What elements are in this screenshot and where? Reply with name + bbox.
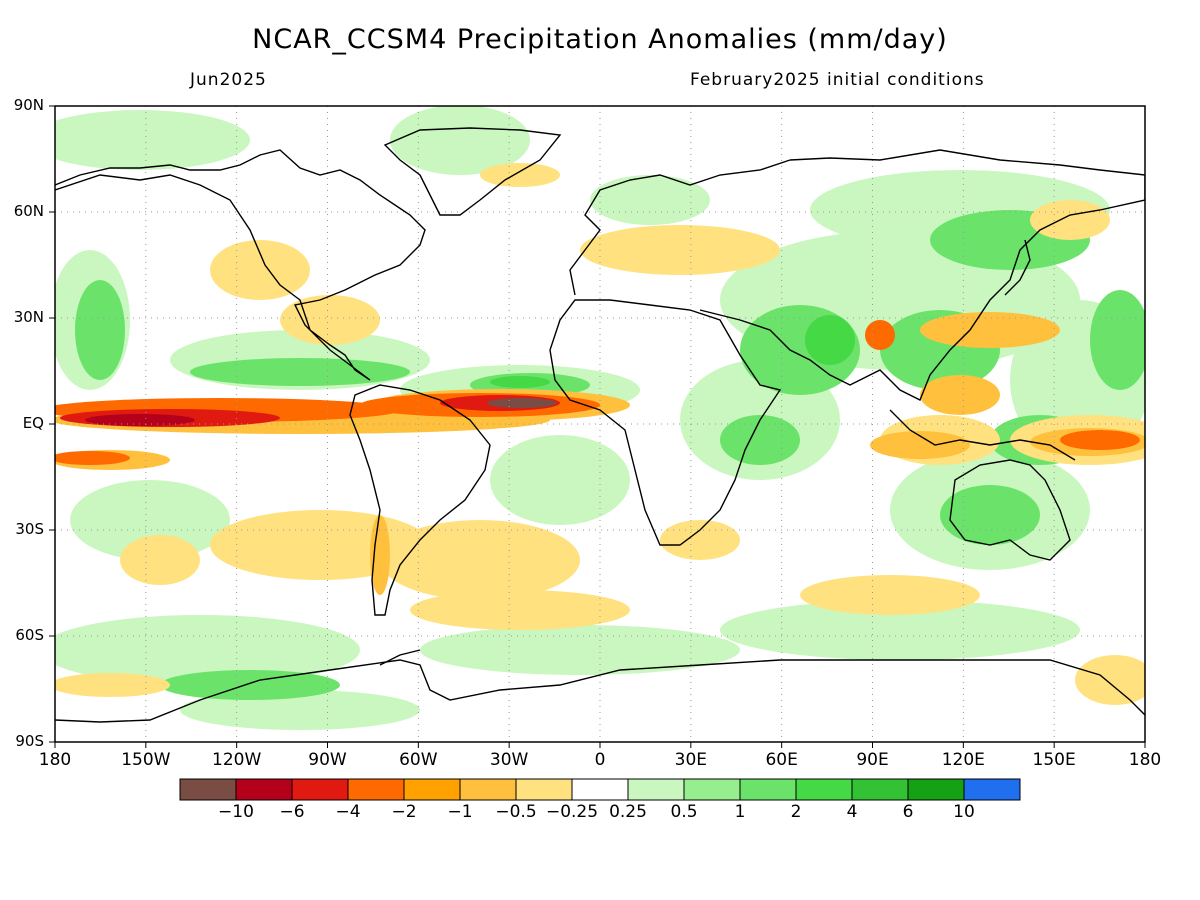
lon-label: 90W	[308, 750, 347, 770]
coast-antarctica	[55, 659, 1145, 723]
colorbar-label: −0.5	[495, 802, 537, 822]
colorbar-label: 0.25	[609, 802, 647, 822]
colorbar-label: −10	[218, 802, 254, 822]
colorbar-label: −4	[335, 802, 361, 822]
coast-africa	[549, 299, 782, 546]
axis-ticks	[49, 105, 1146, 748]
dry-max-area	[487, 398, 557, 408]
colorbar-label: −6	[279, 802, 305, 822]
lon-label: 180	[1128, 750, 1162, 770]
coast-north-america	[55, 149, 426, 381]
coast-europe	[569, 159, 791, 296]
colorbar	[179, 778, 1021, 801]
colorbar-swatch	[403, 778, 461, 801]
colorbar-swatch	[179, 778, 237, 801]
colorbar-swatch	[907, 778, 965, 801]
colorbar-swatch	[795, 778, 853, 801]
colorbar-swatch	[739, 778, 797, 801]
colorbar-label: 0.5	[670, 802, 698, 822]
coast-antarctic-peninsula	[379, 649, 421, 666]
forecast-month: Jun2025	[190, 70, 267, 90]
coast-greenland	[383, 127, 562, 216]
lon-label: 30W	[489, 750, 529, 770]
lon-label: 120E	[941, 750, 985, 770]
colorbar-swatch	[571, 778, 629, 801]
lon-label: 120W	[212, 750, 262, 770]
colorbar-label: −2	[391, 802, 417, 822]
colorbar-swatch	[515, 778, 573, 801]
lat-label: 60S	[15, 626, 44, 644]
coast-indonesia	[889, 409, 1076, 461]
colorbar-label: −1	[447, 802, 473, 822]
colorbar-swatch	[683, 778, 741, 801]
lon-label: 0	[594, 750, 606, 770]
colorbar-label: 1	[734, 802, 746, 822]
lon-label: 30E	[674, 750, 708, 770]
colorbar-label: 4	[846, 802, 858, 822]
dry-light-areas	[55, 163, 1145, 705]
colorbar-label: 6	[902, 802, 914, 822]
colorbar-swatch	[627, 778, 685, 801]
colorbar-label: 2	[790, 802, 802, 822]
dry-extreme-areas	[85, 414, 195, 426]
lon-label: 60W	[399, 750, 438, 770]
colorbar-swatch	[235, 778, 293, 801]
coastlines	[55, 127, 1145, 723]
lat-label: 30S	[15, 520, 44, 538]
lat-label: 30N	[13, 308, 44, 326]
coast-australia	[949, 459, 1071, 561]
coast-japan	[1004, 239, 1031, 296]
lon-label: 150W	[121, 750, 171, 770]
lon-label: 60E	[765, 750, 798, 770]
map-title: NCAR_CCSM4 Precipitation Anomalies (mm/d…	[252, 24, 948, 55]
colorbar-swatch	[459, 778, 517, 801]
colorbar-label: 10	[953, 802, 975, 822]
lon-label: 180	[38, 750, 72, 770]
initial-conditions: February2025 initial conditions	[690, 70, 985, 90]
colorbar-swatch	[291, 778, 349, 801]
lat-label: EQ	[22, 414, 44, 432]
lat-label: 60N	[13, 202, 44, 220]
colorbar-swatch	[347, 778, 405, 801]
anomaly-field	[55, 106, 1145, 742]
colorbar-swatch	[851, 778, 909, 801]
lat-label: 90S	[15, 732, 44, 750]
colorbar-label: −0.25	[545, 802, 599, 822]
lat-lon-grid	[55, 106, 1145, 742]
lon-label: 150E	[1032, 750, 1076, 770]
lon-label: 90E	[856, 750, 889, 770]
coast-south-america	[349, 384, 491, 616]
coast-asia	[699, 149, 1145, 401]
colorbar-swatch	[963, 778, 1021, 801]
lat-label: 90N	[13, 96, 44, 114]
